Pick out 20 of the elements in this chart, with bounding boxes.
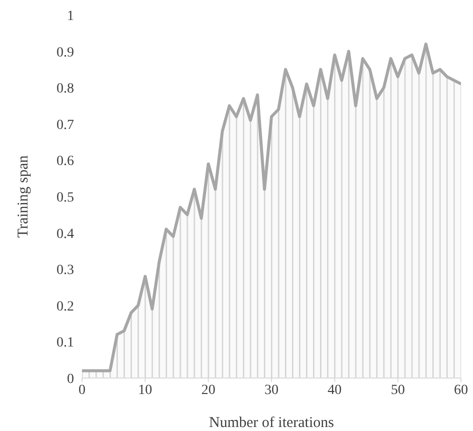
y-tick-label: 1 <box>67 8 74 24</box>
x-tick-label: 60 <box>454 382 468 398</box>
y-tick-label: 0.5 <box>56 190 74 206</box>
y-tick-label: 0.3 <box>56 263 74 278</box>
y-axis-title: Training span <box>15 154 32 238</box>
y-tick-label: 0.2 <box>56 299 74 314</box>
y-tick-label: 0.9 <box>56 45 74 60</box>
y-tick-label: 0.6 <box>56 154 74 170</box>
x-tick-label: 20 <box>201 382 216 398</box>
x-tick-label: 50 <box>390 382 405 398</box>
x-tick-label: 0 <box>78 382 86 398</box>
x-tick-label: 40 <box>328 382 342 398</box>
y-tick-label: 0.7 <box>56 118 74 133</box>
x-tick-label: 10 <box>138 382 152 398</box>
y-tick-label: 0.8 <box>56 82 74 97</box>
y-tick-label: 0.4 <box>56 226 74 242</box>
x-tick-label: 30 <box>264 382 278 398</box>
x-axis-title: Number of iterations <box>209 415 334 431</box>
y-tick-label: 0.1 <box>56 336 74 351</box>
y-tick-label: 0 <box>67 372 74 387</box>
